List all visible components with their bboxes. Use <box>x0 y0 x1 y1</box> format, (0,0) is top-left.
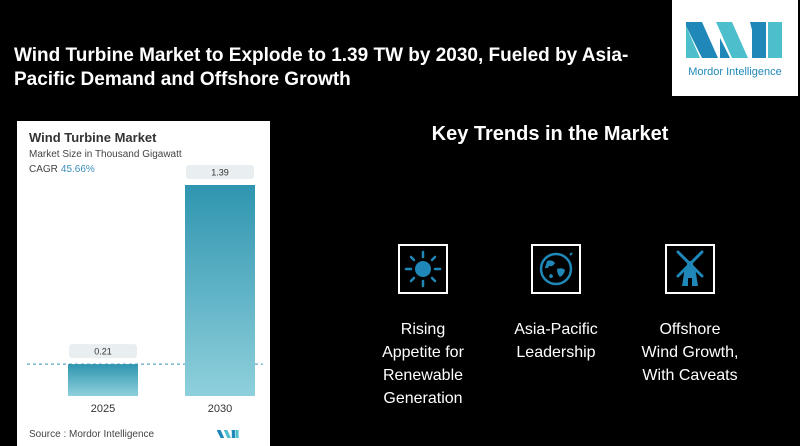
trend-label-line: Leadership <box>516 344 596 361</box>
data-label: 1.39 <box>211 168 229 178</box>
market-card: Wind Turbine Market Market Size in Thous… <box>17 121 270 446</box>
windmill-icon <box>676 250 704 286</box>
bar-2030 <box>185 185 255 396</box>
data-label: 0.21 <box>94 347 112 357</box>
trend-asia-pacific: Asia-Pacific Leadership <box>496 244 616 364</box>
card-title: Wind Turbine Market <box>29 130 157 145</box>
headline: Wind Turbine Market to Explode to 1.39 T… <box>14 45 629 90</box>
trend-label-line: Asia-Pacific <box>514 321 598 338</box>
trend-label-line: Renewable <box>382 367 464 384</box>
trend-label-line: Rising <box>400 321 446 338</box>
trend-renewable: Rising Appetite for Renewable Generation <box>363 244 483 410</box>
cagr-value: 45.66% <box>60 164 95 175</box>
cagr-label: CAGR <box>29 164 58 175</box>
trend-label-line: Wind Growth, <box>641 344 739 361</box>
trend-label-line: Offshore <box>659 321 721 338</box>
x-tick-label: 2025 <box>91 403 115 415</box>
trends-title: Key Trends in the Market <box>431 123 669 145</box>
globe-icon <box>539 252 573 286</box>
trend-icon-box <box>398 244 448 294</box>
source-logo-icon <box>217 429 239 439</box>
trend-icon-box <box>531 244 581 294</box>
source-text: Source : Mordor Intelligence <box>29 429 155 440</box>
trend-label-line: With Caveats <box>642 367 738 384</box>
sun-icon <box>404 250 442 288</box>
trend-label: Asia-Pacific Leadership <box>496 318 616 364</box>
bar-chart: 0.21 2025 1.39 2030 <box>27 165 263 415</box>
trend-offshore: Offshore Wind Growth, With Caveats <box>630 244 750 387</box>
x-tick-label: 2030 <box>208 403 232 415</box>
mordor-logo-mark-icon <box>686 22 782 58</box>
bar-2025 <box>68 364 138 396</box>
trend-label: Offshore Wind Growth, With Caveats <box>630 318 750 387</box>
logo-text: Mordor Intelligence <box>688 66 782 78</box>
data-label-bg <box>69 344 137 359</box>
trend-icon-box <box>665 244 715 294</box>
trend-label-line: Appetite for <box>382 344 464 361</box>
trend-label-line: Generation <box>383 390 463 407</box>
card-subtitle: Market Size in Thousand Gigawatt <box>29 149 182 160</box>
mordor-logo: Mordor Intelligence <box>672 0 798 96</box>
trend-label: Rising Appetite for Renewable Generation <box>363 318 483 410</box>
cagr: CAGR 45.66% <box>29 164 95 175</box>
data-label-bg <box>186 165 254 179</box>
